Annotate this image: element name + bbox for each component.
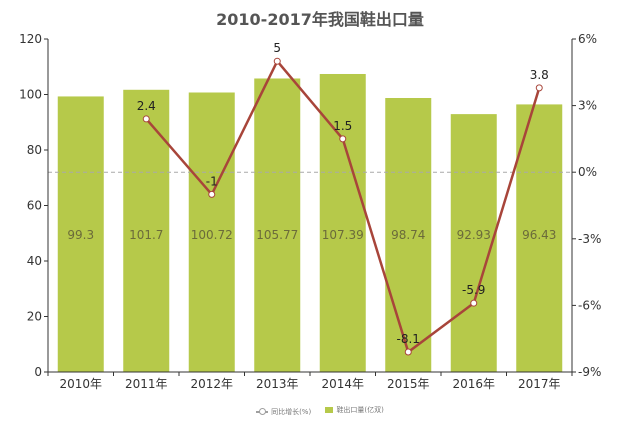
growth-point	[142, 115, 150, 123]
bar	[188, 92, 235, 372]
growth-point	[273, 57, 281, 65]
legend-line-label: 同比增长(%)	[271, 408, 312, 416]
x-tick-label: 2015年	[387, 377, 430, 391]
bar-value-label: 107.39	[322, 228, 364, 242]
growth-point	[535, 84, 543, 92]
y-left-tick-label: 20	[27, 310, 42, 324]
bar-value-label: 100.72	[191, 228, 233, 242]
bar	[385, 97, 432, 373]
growth-value-label: -8.1	[397, 332, 420, 346]
chart-title: 2010-2017年我国鞋出口量	[216, 10, 424, 29]
bar-value-label: 96.43	[522, 228, 556, 242]
bar-value-label: 105.77	[256, 228, 298, 242]
y-right-tick-label: 3%	[578, 99, 597, 113]
y-left-tick-label: 60	[27, 199, 42, 213]
x-tick-label: 2011年	[125, 377, 168, 391]
x-tick-label: 2012年	[190, 377, 233, 391]
y-right-tick-label: -6%	[578, 298, 601, 312]
legend: 同比增长(%) 鞋出口量(亿双)	[0, 405, 640, 417]
y-left-tick-label: 40	[27, 254, 42, 268]
growth-value-label: -1	[206, 174, 218, 188]
y-right-tick-label: 0%	[578, 165, 597, 179]
y-left-tick-label: 80	[27, 143, 42, 157]
growth-value-label: 3.8	[530, 68, 549, 82]
x-tick-label: 2010年	[59, 377, 102, 391]
growth-value-label: 1.5	[333, 119, 352, 133]
y-right-tick-label: -3%	[578, 232, 601, 246]
growth-point	[404, 348, 412, 356]
y-left-tick-label: 120	[19, 32, 42, 46]
bar	[57, 96, 104, 372]
x-tick-label: 2013年	[256, 377, 299, 391]
bar	[516, 104, 563, 373]
bar-value-label: 101.7	[129, 228, 163, 242]
x-tick-label: 2017年	[518, 377, 561, 391]
y-left-tick-label: 0	[34, 365, 42, 379]
growth-point	[339, 135, 347, 143]
y-right-tick-label: -9%	[578, 365, 601, 379]
bar	[254, 78, 301, 372]
legend-line-swatch-icon	[256, 408, 269, 415]
growth-value-label: 5	[273, 41, 281, 55]
growth-point	[208, 190, 216, 198]
growth-value-label: 2.4	[137, 99, 156, 113]
growth-value-label: -5.9	[462, 283, 485, 297]
legend-item-line[interactable]: 同比增长(%)	[256, 407, 311, 417]
legend-bar-swatch-icon	[325, 407, 334, 413]
bar	[319, 73, 366, 373]
legend-bar-label: 鞋出口量(亿双)	[336, 406, 384, 414]
bar-value-label: 92.93	[457, 228, 491, 242]
x-tick-label: 2016年	[452, 377, 495, 391]
y-right-tick-label: 6%	[578, 32, 597, 46]
bar-value-label: 98.74	[391, 228, 425, 242]
y-left-tick-label: 100	[19, 88, 42, 102]
x-tick-label: 2014年	[321, 377, 364, 391]
bar	[450, 114, 497, 372]
growth-point	[470, 299, 478, 307]
legend-item-bar[interactable]: 鞋出口量(亿双)	[325, 405, 384, 415]
bar-value-label: 99.3	[67, 228, 94, 242]
